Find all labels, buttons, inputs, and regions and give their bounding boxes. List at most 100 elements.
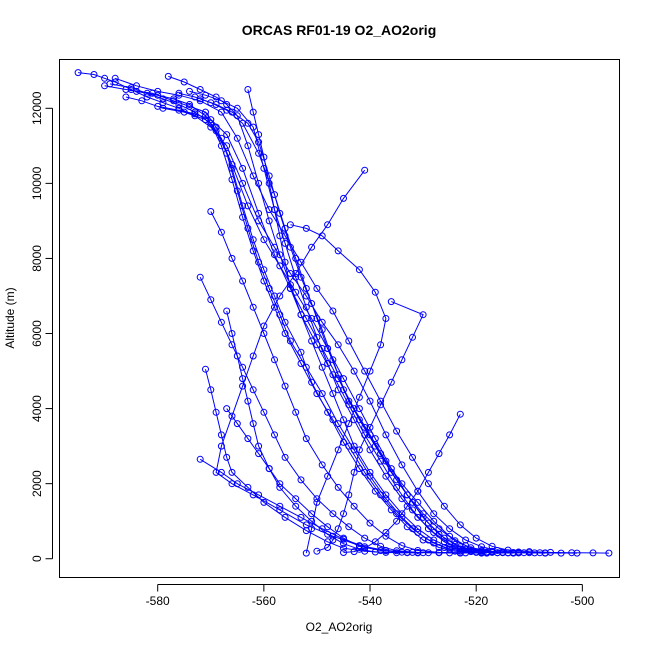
data-point xyxy=(377,341,385,349)
data-point xyxy=(302,315,310,322)
data-point xyxy=(345,420,353,428)
data-point xyxy=(467,547,475,555)
data-point xyxy=(281,239,289,247)
data-point xyxy=(488,548,496,556)
data-point xyxy=(366,397,374,405)
data-point xyxy=(478,549,485,557)
data-point xyxy=(265,285,273,292)
data-point xyxy=(170,97,178,105)
data-point xyxy=(318,461,326,469)
data-point xyxy=(387,298,395,306)
data-point xyxy=(387,378,395,386)
data-point xyxy=(228,108,236,116)
data-point xyxy=(324,544,332,551)
data-point xyxy=(297,311,305,319)
data-point xyxy=(398,542,406,550)
data-point xyxy=(345,491,353,499)
data-point xyxy=(435,525,443,533)
data-point xyxy=(329,536,337,544)
data-point xyxy=(308,300,316,307)
data-point xyxy=(446,525,454,533)
y-tick-label: 8000 xyxy=(30,245,44,272)
data-point xyxy=(212,93,220,101)
data-point xyxy=(186,87,193,95)
data-point xyxy=(308,337,316,345)
data-point xyxy=(302,549,310,557)
data-point xyxy=(271,292,278,300)
data-point xyxy=(154,91,162,99)
data-point xyxy=(350,416,358,424)
data-point xyxy=(355,416,363,424)
data-point xyxy=(334,371,342,379)
data-point xyxy=(387,468,395,476)
data-point xyxy=(292,408,300,416)
data-point xyxy=(260,153,268,161)
data-point xyxy=(393,476,401,484)
data-point xyxy=(382,491,390,499)
data-point xyxy=(122,93,130,101)
data-point xyxy=(382,472,390,480)
data-point xyxy=(398,356,406,364)
data-point xyxy=(228,480,236,488)
data-point xyxy=(456,521,464,529)
data-point xyxy=(143,89,151,97)
data-point xyxy=(366,423,374,431)
data-point xyxy=(324,221,332,229)
data-point xyxy=(212,408,220,416)
data-point xyxy=(239,277,247,285)
data-point xyxy=(271,431,278,439)
series-line xyxy=(290,224,387,554)
data-point xyxy=(239,375,247,383)
data-point xyxy=(276,209,284,217)
data-point xyxy=(340,375,347,383)
data-point xyxy=(446,544,454,551)
data-point xyxy=(393,427,401,435)
data-point xyxy=(260,277,268,285)
data-point xyxy=(217,318,225,326)
data-point xyxy=(255,442,263,450)
data-point xyxy=(175,89,183,97)
data-point xyxy=(324,472,332,480)
data-point xyxy=(217,431,225,439)
data-point xyxy=(371,288,379,296)
data-point xyxy=(249,386,257,394)
data-point xyxy=(255,131,263,139)
data-point xyxy=(589,549,597,557)
data-point xyxy=(361,367,369,375)
data-point xyxy=(249,108,257,116)
data-point xyxy=(244,224,252,232)
data-point xyxy=(340,510,347,518)
x-axis-label: O2_AO2orig xyxy=(306,620,373,634)
data-point xyxy=(249,247,257,255)
data-point xyxy=(217,97,225,105)
data-point xyxy=(568,549,576,557)
data-point xyxy=(350,502,358,510)
data-point xyxy=(531,549,539,557)
data-point xyxy=(430,536,438,544)
data-point xyxy=(334,247,342,255)
data-point xyxy=(318,390,326,398)
data-point xyxy=(223,307,231,315)
data-point xyxy=(302,435,310,443)
data-point xyxy=(414,525,422,533)
data-point xyxy=(196,273,204,281)
series-10 xyxy=(196,95,539,557)
y-tick-label: 0 xyxy=(30,555,44,562)
data-point xyxy=(207,119,215,127)
data-point xyxy=(217,228,225,236)
data-point xyxy=(186,101,193,108)
data-point xyxy=(281,330,289,337)
data-point xyxy=(207,296,215,304)
data-point xyxy=(547,548,554,556)
data-point xyxy=(419,311,427,319)
data-point xyxy=(271,303,278,311)
data-point xyxy=(138,97,146,105)
series-20 xyxy=(313,298,427,555)
data-point xyxy=(334,446,342,454)
data-point xyxy=(329,307,337,315)
data-point xyxy=(223,131,231,139)
data-point xyxy=(313,498,321,506)
data-point xyxy=(446,540,454,548)
data-point xyxy=(398,548,406,556)
data-point xyxy=(329,390,337,398)
